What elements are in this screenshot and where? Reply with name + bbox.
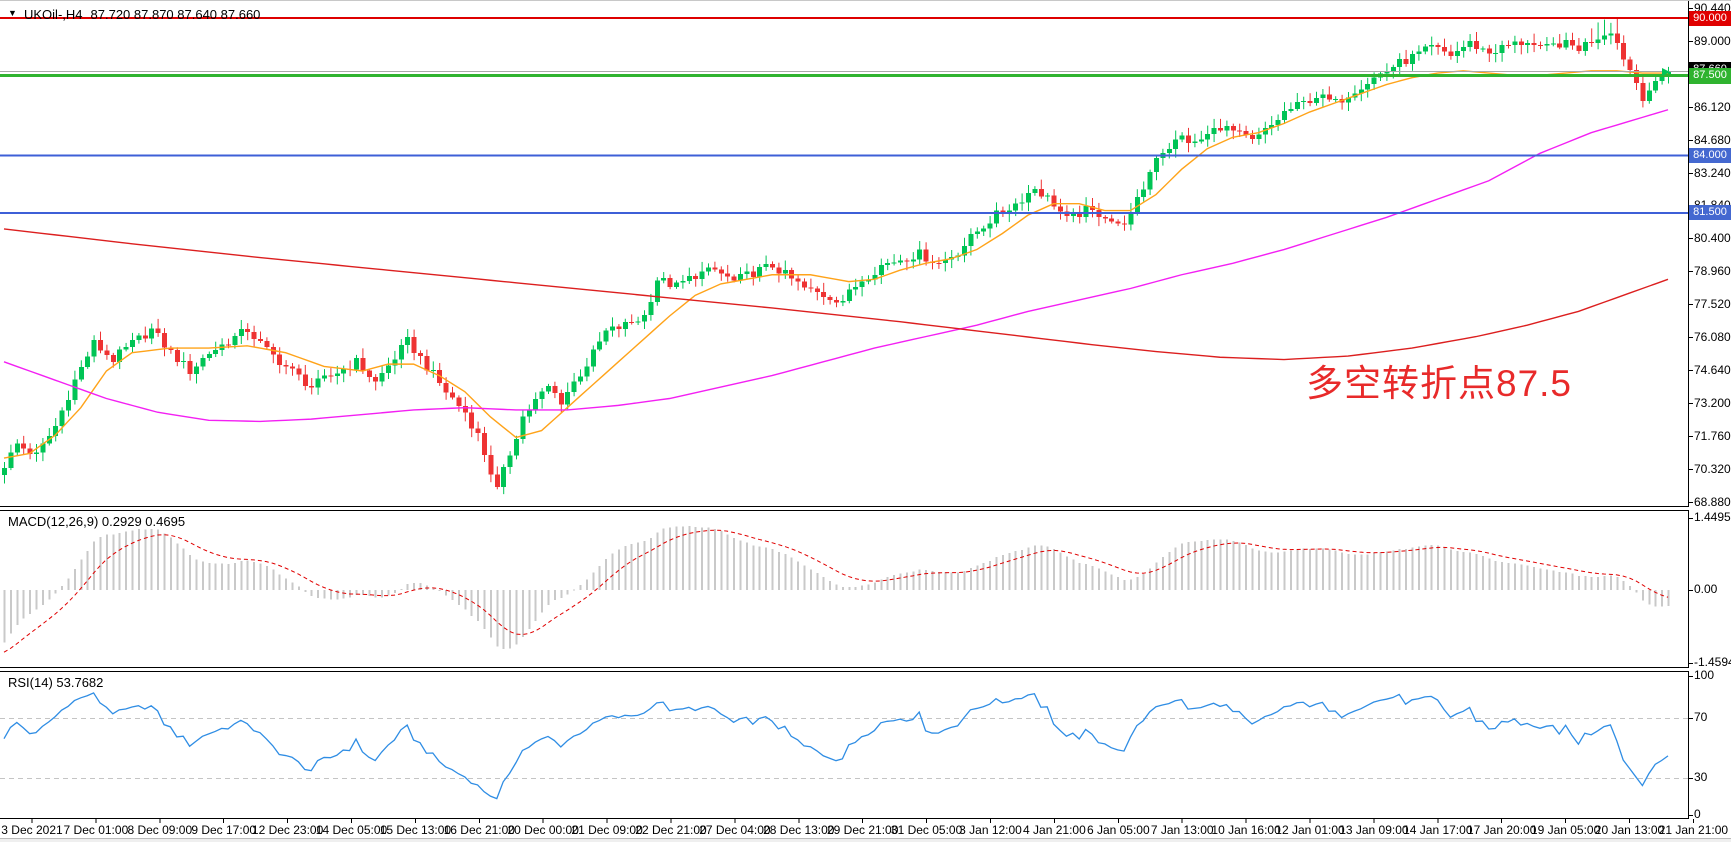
- date-tick-label: 6 Jan 05:00: [1086, 823, 1150, 837]
- fast-ma-orange: [3, 70, 1668, 459]
- slow-ma-red: [3, 228, 1669, 361]
- date-tick-label: 19 Jan 05:00: [1530, 823, 1601, 837]
- date-tick-label: 28 Dec 13:00: [763, 823, 835, 837]
- price-tick-label: 71.760: [1694, 429, 1731, 443]
- macd-panel[interactable]: MACD(12,26,9) 0.2929 0.4695: [0, 510, 1693, 668]
- price-tick-label: 73.200: [1694, 396, 1731, 410]
- date-tick-label: 12 Dec 23:00: [251, 823, 324, 837]
- macd-signal-line: [3, 529, 1669, 653]
- rsi-line: [3, 692, 1669, 800]
- symbol-dropdown-icon[interactable]: ▼: [8, 8, 17, 18]
- indicator-tick-label: 30: [1694, 770, 1708, 784]
- price-tick-label: 86.120: [1694, 100, 1731, 114]
- mid-ma-magenta: [3, 109, 1669, 423]
- date-tick-label: 16 Dec 21:00: [443, 823, 515, 837]
- date-tick-label: 20 Dec 00:00: [507, 823, 579, 837]
- level-badge-81-5: 81.500: [1689, 205, 1731, 220]
- indicator-tick-label: 1.4495: [1694, 510, 1731, 524]
- date-tick-label: 21 Jan 21:00: [1658, 823, 1729, 837]
- date-tick-label: 29 Dec 21:00: [826, 823, 899, 837]
- rsi-canvas[interactable]: [0, 672, 1731, 818]
- date-tick-label: 15 Dec 13:00: [379, 823, 452, 837]
- date-tick-label: 14 Dec 05:00: [315, 823, 388, 837]
- candlestick-chart-canvas[interactable]: [0, 1, 1731, 506]
- date-tick-label: 21 Dec 09:00: [571, 823, 643, 837]
- last-price-arrow: [1662, 68, 1670, 76]
- price-tick-label: 83.240: [1694, 166, 1731, 180]
- indicator-tick-label: 70: [1694, 710, 1708, 724]
- indicator-tick-label: 100: [1694, 668, 1715, 682]
- level-badge-90: 90.000: [1689, 11, 1731, 26]
- date-tick-label: 4 Jan 21:00: [1023, 823, 1086, 837]
- macd-label: MACD(12,26,9) 0.2929 0.4695: [8, 514, 186, 529]
- date-tick-label: 22 Dec 21:00: [635, 823, 707, 837]
- level-badge-84: 84.000: [1689, 148, 1731, 163]
- price-tick-label: 89.000: [1694, 34, 1731, 48]
- level-badge-87-5: 87.500: [1689, 68, 1731, 84]
- date-tick-label: 12 Jan 01:00: [1275, 823, 1345, 837]
- rsi-panel[interactable]: RSI(14) 53.7682: [0, 671, 1693, 819]
- date-tick-label: 3 Dec 2021: [1, 823, 63, 837]
- price-tick-label: 78.960: [1694, 264, 1731, 278]
- date-tick-label: 9 Dec 17:00: [191, 823, 257, 837]
- bottom-strip: [0, 838, 1731, 842]
- date-tick-label: 13 Jan 09:00: [1339, 823, 1409, 837]
- date-tick-label: 14 Jan 17:00: [1403, 823, 1473, 837]
- date-tick-label: 7 Jan 13:00: [1150, 823, 1214, 837]
- price-tick-label: 70.320: [1694, 462, 1731, 476]
- price-tick-label: 80.400: [1694, 231, 1731, 245]
- pivot-annotation-text[interactable]: 多空转折点87.5: [1306, 363, 1573, 404]
- indicator-tick-label: -1.4594: [1694, 655, 1731, 669]
- rsi-label: RSI(14) 53.7682: [8, 675, 104, 690]
- indicator-tick-label: 0: [1694, 807, 1701, 821]
- price-tick-label: 84.680: [1694, 133, 1731, 147]
- date-tick-label: 8 Dec 09:00: [127, 823, 193, 837]
- chart-title-ohlc: 87.720 87.870 87.640 87.660: [90, 7, 261, 22]
- macd-canvas[interactable]: [0, 511, 1731, 667]
- date-tick-label: 17 Jan 20:00: [1466, 823, 1537, 837]
- date-tick-label: 10 Jan 16:00: [1211, 823, 1281, 837]
- chart-title: UKOil-,H4 87.720 87.870 87.640 87.660: [24, 7, 260, 22]
- date-tick-label: 31 Dec 05:00: [890, 823, 963, 837]
- price-tick-label: 68.880: [1694, 495, 1731, 509]
- price-tick-label: 76.080: [1694, 330, 1731, 344]
- price-tick-label: 77.520: [1694, 297, 1731, 311]
- price-tick-label: 74.640: [1694, 363, 1731, 377]
- indicator-tick-label: 0.00: [1694, 582, 1718, 596]
- date-tick-label: 3 Jan 12:00: [959, 823, 1022, 837]
- date-tick-label: 27 Dec 04:00: [699, 823, 771, 837]
- date-tick-label: 20 Jan 13:00: [1594, 823, 1665, 837]
- chart-title-symbol: UKOil-,H4: [24, 7, 83, 22]
- date-tick-label: 7 Dec 01:00: [63, 823, 129, 837]
- main-chart-panel[interactable]: [0, 1, 1693, 507]
